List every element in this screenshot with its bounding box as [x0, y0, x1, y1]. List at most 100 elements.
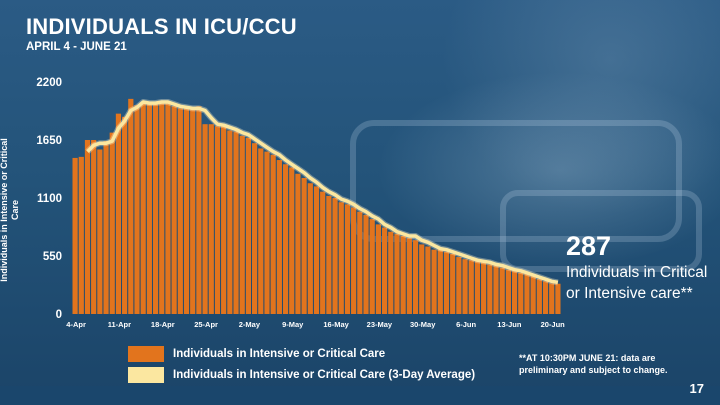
bar: [72, 157, 78, 314]
bar: [487, 264, 493, 314]
bar: [425, 246, 431, 314]
bar: [493, 265, 499, 314]
bar: [394, 233, 400, 314]
bar: [363, 214, 369, 314]
y-axis-label: Individuals in Intensive or Critical Car…: [0, 138, 20, 282]
x-tick-label: 16-May: [323, 320, 349, 329]
bar-series: [72, 98, 561, 315]
bar: [357, 211, 363, 314]
bar: [555, 283, 561, 314]
bar: [542, 281, 549, 314]
bar: [375, 224, 381, 314]
bar: [258, 148, 264, 314]
bar: [270, 154, 276, 314]
bar: [381, 227, 388, 314]
y-tick-label: 550: [43, 251, 62, 263]
y-tick-label: 2200: [36, 77, 62, 89]
legend-item-average: Individuals in Intensive or Critical Car…: [128, 365, 475, 384]
background-bed-rail: [500, 190, 702, 272]
bar: [307, 183, 313, 314]
bar: [91, 140, 97, 314]
x-tick-label: 23-May: [367, 320, 393, 329]
bar: [183, 108, 190, 314]
bar: [344, 204, 351, 314]
bar: [301, 177, 307, 314]
x-tick-label: 13-Jun: [497, 320, 522, 329]
chart-legend: Individuals in Intensive or Critical Car…: [128, 344, 475, 386]
bar: [400, 235, 406, 314]
bar: [128, 98, 134, 315]
bar: [505, 269, 511, 314]
x-tick-label: 6-Jun: [456, 320, 476, 329]
bar: [313, 186, 320, 314]
bar: [152, 104, 159, 315]
bar: [109, 132, 115, 314]
bar: [221, 126, 227, 314]
page-title: INDIVIDUALS IN ICU/CCU: [26, 14, 297, 39]
bar: [437, 248, 443, 314]
bar: [190, 107, 196, 314]
bar: [115, 113, 122, 314]
bar: [406, 238, 412, 314]
legend-label-average: Individuals in Intensive or Critical Car…: [173, 368, 476, 381]
bar: [97, 149, 103, 314]
bar: [214, 126, 221, 314]
bar: [431, 249, 437, 314]
bar: [468, 260, 474, 314]
bar: [481, 262, 487, 314]
page-number: 17: [689, 381, 704, 396]
bar: [462, 259, 468, 314]
bar: [338, 202, 344, 314]
bar: [295, 173, 301, 314]
bar: [499, 267, 505, 314]
legend-item-daily: Individuals in Intensive or Critical Car…: [128, 344, 475, 363]
bar: [78, 156, 84, 314]
x-tick-label: 20-Jun: [541, 320, 566, 329]
bar: [536, 279, 542, 314]
x-tick-label: 11-Apr: [108, 320, 131, 329]
bar: [177, 108, 183, 314]
bar: [351, 207, 357, 314]
bar: [518, 272, 524, 314]
bar: [227, 130, 233, 314]
footer-band: [0, 386, 720, 405]
y-tick-label: 1100: [37, 193, 62, 205]
bar: [419, 244, 425, 314]
callout-label: Individuals in Critical or Intensive car…: [566, 264, 708, 302]
bar: [122, 116, 128, 314]
x-tick-label: 18-Apr: [151, 320, 175, 329]
x-tick-label: 2-May: [239, 320, 261, 329]
bar: [233, 131, 239, 314]
bar: [332, 198, 338, 314]
bar: [165, 103, 171, 314]
y-tick-label: 1650: [36, 135, 62, 147]
bar: [196, 106, 202, 314]
page-subtitle: APRIL 4 - JUNE 21: [26, 41, 127, 53]
bar: [412, 240, 419, 314]
footnote: **AT 10:30PM JUNE 21: data are prelimina…: [519, 353, 668, 375]
x-tick-label: 9-May: [282, 320, 304, 329]
legend-label-daily: Individuals in Intensive or Critical Car…: [173, 347, 386, 360]
y-tick-label: 0: [56, 309, 62, 321]
bar: [84, 140, 91, 314]
background-bed-photo: [350, 120, 682, 242]
bar: [369, 219, 375, 314]
bar: [159, 100, 165, 314]
bar: [388, 231, 394, 314]
bar: [549, 283, 555, 314]
bar: [320, 191, 326, 314]
bar: [511, 270, 518, 314]
legend-swatch-daily: [128, 345, 164, 362]
bar: [146, 102, 152, 314]
bar: [474, 261, 481, 314]
average-line: [86, 100, 559, 285]
bar: [140, 103, 146, 314]
x-tick-label: 30-May: [410, 320, 436, 329]
bar: [171, 106, 177, 314]
bar: [326, 195, 332, 314]
callout-value: 287: [566, 231, 612, 261]
bar: [103, 141, 109, 314]
bar: [282, 164, 289, 314]
bar: [134, 105, 140, 314]
bar: [245, 137, 252, 314]
